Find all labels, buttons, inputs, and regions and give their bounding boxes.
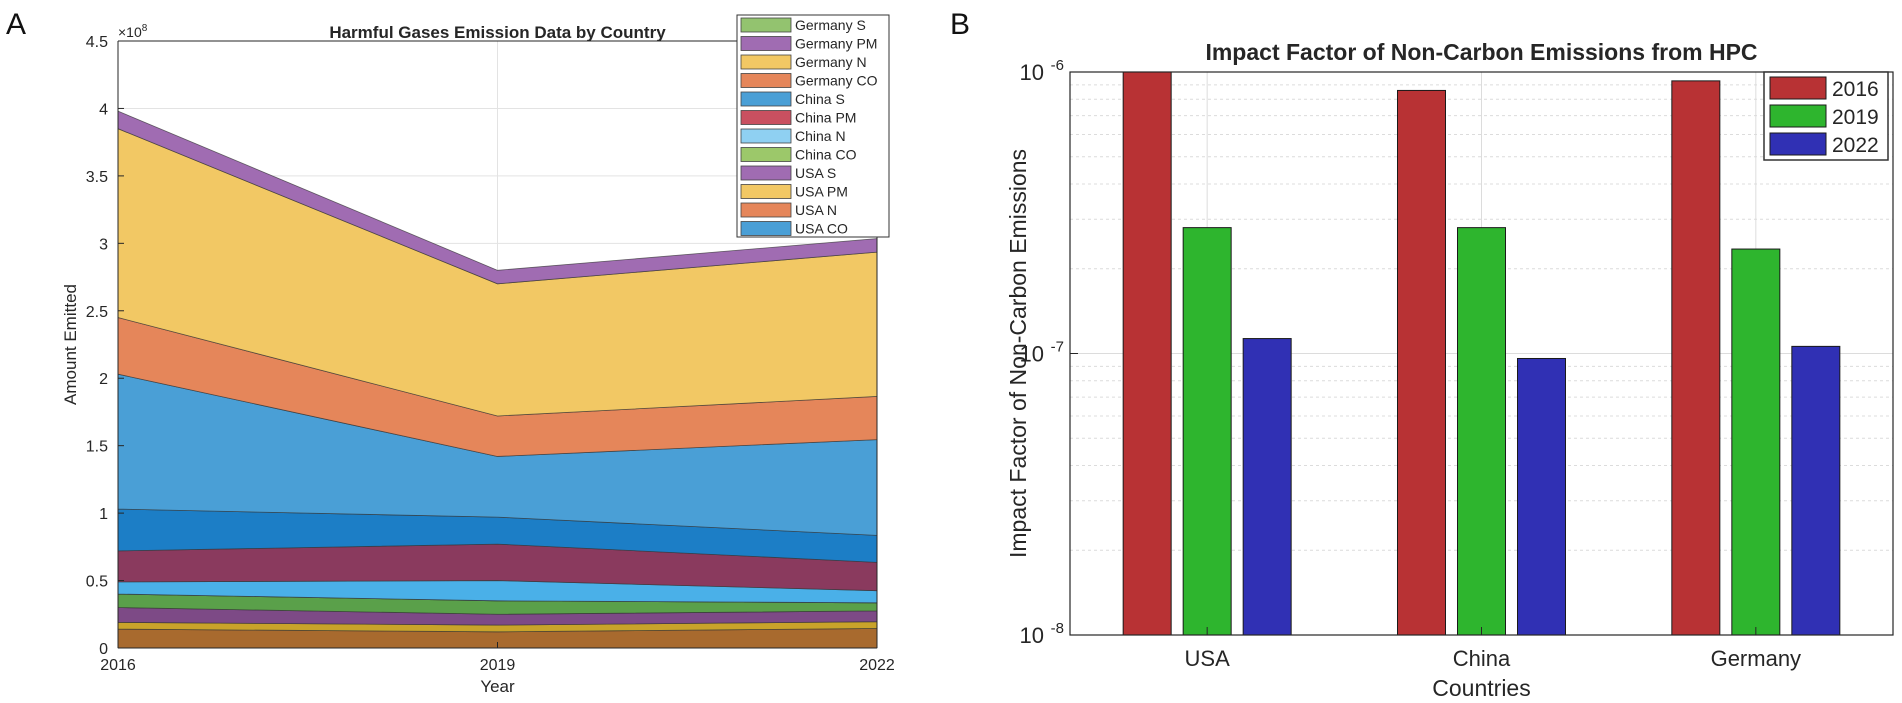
panel-a-letter: A: [6, 8, 26, 41]
x-axis-label-a: Year: [480, 677, 515, 696]
legend-entry-label: Germany PM: [795, 36, 877, 52]
bar-china-2019: [1457, 227, 1506, 636]
legend-swatch: [740, 165, 792, 181]
y-tick-label: 2.5: [86, 304, 108, 321]
bar-china-2016: [1397, 89, 1446, 636]
bar-china-2022: [1517, 357, 1566, 636]
tick-exp: -6: [1051, 57, 1064, 74]
bar-germany-2022: [1791, 345, 1841, 636]
bar-usa-2022: [1242, 338, 1292, 636]
y-tick-label: 10: [1020, 342, 1044, 367]
y-tick-exponent: -8: [1051, 620, 1064, 637]
y-tick-label: 1.5: [86, 439, 108, 456]
legend-entry-label: 2022: [1832, 134, 1879, 157]
y-tick-label: 10: [1020, 60, 1044, 85]
legend-swatch: [740, 128, 792, 144]
legend-entry-label: China S: [795, 91, 845, 107]
exponent-power: 8: [142, 23, 148, 34]
y-tick-label: 2: [99, 371, 108, 388]
bar-germany-2019: [1731, 248, 1781, 636]
legend-entry-label: China PM: [795, 110, 856, 126]
chart-a-emissions-area: 0 0.5 1 1.5 2 2.5 3 3.5 4 4.5 2016 2019 2022 ×108 Harm…: [61, 14, 895, 696]
legend-swatch: [740, 91, 792, 107]
bar-usa-2019: [1182, 227, 1232, 636]
legend-swatch: [740, 147, 792, 162]
legend-entry-label: 2019: [1832, 106, 1879, 129]
legend-entry-label: USA CO: [795, 221, 848, 237]
legend-swatch: [740, 17, 792, 33]
legend-swatch: [1769, 132, 1827, 156]
legend-swatch: [1769, 76, 1827, 100]
legend-entry-label: USA S: [795, 165, 836, 181]
bar-germany-2016: [1671, 80, 1721, 636]
legend-swatch: [740, 221, 792, 236]
x-tick-label: 2022: [859, 657, 895, 674]
x-tick-label: 2016: [100, 657, 136, 674]
x-tick-label: 2019: [480, 657, 516, 674]
legend-a: [736, 14, 890, 238]
bar-usa-2016: [1122, 71, 1172, 636]
y-tick-label: 3: [99, 236, 108, 253]
y-tick-exponent: -7: [1051, 339, 1064, 356]
legend-swatch: [740, 110, 792, 125]
y-tick-exponent: -6: [1051, 57, 1064, 74]
tick-base: 10: [1020, 60, 1044, 85]
y-axis-label-a: Amount Emitted: [61, 284, 80, 405]
y-exponent-label: ×108: [118, 23, 148, 40]
x-tick-label: USA: [1185, 646, 1231, 671]
y-tick-label: 10: [1020, 623, 1044, 648]
y-tick-label: 1: [99, 506, 108, 523]
exponent-base: ×10: [118, 24, 142, 40]
y-tick-label: 4: [99, 101, 108, 118]
tick-base: 10: [1020, 623, 1044, 648]
legend-swatch: [740, 184, 792, 199]
y-tick-label: 3.5: [86, 169, 108, 186]
chart-title-b: Impact Factor of Non-Carbon Emissions fr…: [1205, 39, 1757, 65]
y-tick-label: 4.5: [86, 34, 108, 51]
y-tick-label: 0: [99, 641, 108, 658]
x-axis-label-b: Countries: [1432, 675, 1530, 701]
legend-entry-label: Germany CO: [795, 73, 878, 89]
legend-entry-label: 2016: [1832, 78, 1879, 101]
legend-swatch: [1769, 104, 1827, 128]
panel-b-letter: B: [950, 8, 970, 41]
legend-entry-label: China N: [795, 128, 846, 144]
legend-swatch: [740, 36, 792, 51]
x-tick-label: China: [1453, 646, 1511, 671]
chart-title-a: Harmful Gases Emission Data by Country: [329, 23, 666, 42]
y-axis-label-b: Impact Factor of Non-Carbon Emissions: [1005, 149, 1031, 558]
legend-entry-label: USA N: [795, 202, 837, 218]
legend-swatch: [740, 54, 792, 70]
legend-entry-label: Germany N: [795, 54, 867, 70]
legend-swatch: [740, 73, 792, 88]
tick-exp: -7: [1051, 339, 1064, 356]
chart-b-impact-factor-bar: 10 -8 10 -7 10 -6 USA China Germany Impact Factor…: [1005, 39, 1894, 701]
legend-entry-label: China CO: [795, 147, 857, 163]
tick-base: 10: [1020, 342, 1044, 367]
tick-exp: -8: [1051, 620, 1064, 637]
legend-entry-label: USA PM: [795, 184, 848, 200]
x-tick-label: Germany: [1711, 646, 1801, 671]
legend-entry-label: Germany S: [795, 17, 866, 33]
y-tick-label: 0.5: [86, 574, 108, 591]
legend-swatch: [740, 202, 792, 218]
